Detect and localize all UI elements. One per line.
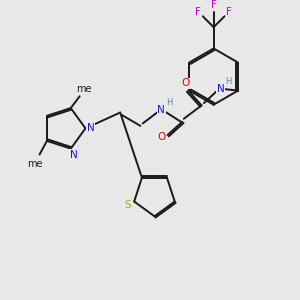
Text: S: S	[124, 200, 131, 210]
Text: F: F	[195, 7, 201, 17]
Text: O: O	[182, 78, 190, 88]
Text: F: F	[211, 0, 217, 10]
Text: me: me	[76, 84, 91, 94]
Text: H: H	[166, 98, 172, 107]
Text: O: O	[157, 132, 165, 142]
Text: F: F	[226, 7, 232, 17]
Text: N: N	[217, 84, 225, 94]
Text: N: N	[157, 106, 165, 116]
Text: me: me	[27, 159, 43, 169]
Text: N: N	[70, 149, 78, 160]
Text: N: N	[87, 123, 95, 134]
Text: H: H	[226, 77, 232, 86]
